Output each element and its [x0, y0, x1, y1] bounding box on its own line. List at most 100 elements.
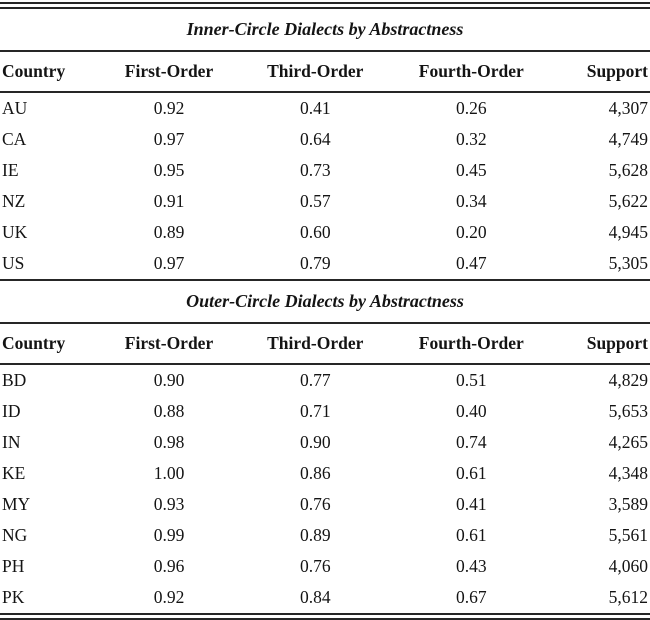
- value-cell: 4,307: [553, 92, 650, 124]
- value-cell: 0.88: [98, 396, 241, 427]
- country-cell: NZ: [0, 186, 98, 217]
- country-cell: PH: [0, 551, 98, 582]
- value-cell: 0.92: [98, 92, 241, 124]
- value-cell: 4,348: [553, 458, 650, 489]
- column-header-support: Support: [553, 51, 650, 92]
- country-cell: UK: [0, 217, 98, 248]
- value-cell: 5,653: [553, 396, 650, 427]
- value-cell: 0.45: [390, 155, 553, 186]
- country-cell: ID: [0, 396, 98, 427]
- value-cell: 0.40: [390, 396, 553, 427]
- inner-circle-table-title: Inner-Circle Dialects by Abstractness: [0, 9, 650, 50]
- column-header-country: Country: [0, 51, 98, 92]
- value-cell: 4,749: [553, 124, 650, 155]
- value-cell: 0.79: [241, 248, 391, 279]
- value-cell: 0.34: [390, 186, 553, 217]
- country-cell: MY: [0, 489, 98, 520]
- value-cell: 0.95: [98, 155, 241, 186]
- country-cell: NG: [0, 520, 98, 551]
- value-cell: 0.51: [390, 364, 553, 396]
- value-cell: 0.84: [241, 582, 391, 613]
- column-header-first-order: First-Order: [98, 51, 241, 92]
- value-cell: 5,628: [553, 155, 650, 186]
- column-header-fourth-order: Fourth-Order: [390, 323, 553, 364]
- value-cell: 0.76: [241, 489, 391, 520]
- country-cell: PK: [0, 582, 98, 613]
- value-cell: 5,612: [553, 582, 650, 613]
- value-cell: 0.77: [241, 364, 391, 396]
- bottom-double-rule: [0, 613, 650, 620]
- column-header-first-order: First-Order: [98, 323, 241, 364]
- value-cell: 0.26: [390, 92, 553, 124]
- column-header-third-order: Third-Order: [241, 51, 391, 92]
- value-cell: 0.90: [241, 427, 391, 458]
- value-cell: 0.92: [98, 582, 241, 613]
- value-cell: 0.71: [241, 396, 391, 427]
- value-cell: 0.76: [241, 551, 391, 582]
- value-cell: 5,622: [553, 186, 650, 217]
- value-cell: 0.41: [241, 92, 391, 124]
- value-cell: 0.32: [390, 124, 553, 155]
- top-double-rule: [0, 2, 650, 9]
- value-cell: 0.86: [241, 458, 391, 489]
- value-cell: 1.00: [98, 458, 241, 489]
- column-header-fourth-order: Fourth-Order: [390, 51, 553, 92]
- value-cell: 0.57: [241, 186, 391, 217]
- country-cell: BD: [0, 364, 98, 396]
- value-cell: 0.90: [98, 364, 241, 396]
- value-cell: 0.96: [98, 551, 241, 582]
- value-cell: 0.99: [98, 520, 241, 551]
- outer-circle-table-section: Outer-Circle Dialects by Abstractness Co…: [0, 281, 650, 620]
- value-cell: 5,305: [553, 248, 650, 279]
- value-cell: 0.74: [390, 427, 553, 458]
- country-cell: KE: [0, 458, 98, 489]
- value-cell: 4,945: [553, 217, 650, 248]
- value-cell: 4,829: [553, 364, 650, 396]
- value-cell: 0.67: [390, 582, 553, 613]
- outer-circle-table-title: Outer-Circle Dialects by Abstractness: [0, 281, 650, 322]
- value-cell: 0.20: [390, 217, 553, 248]
- value-cell: 0.60: [241, 217, 391, 248]
- value-cell: 0.43: [390, 551, 553, 582]
- value-cell: 0.97: [98, 124, 241, 155]
- country-cell: US: [0, 248, 98, 279]
- value-cell: 0.93: [98, 489, 241, 520]
- value-cell: 5,561: [553, 520, 650, 551]
- value-cell: 0.47: [390, 248, 553, 279]
- country-cell: IE: [0, 155, 98, 186]
- value-cell: 0.61: [390, 520, 553, 551]
- value-cell: 0.64: [241, 124, 391, 155]
- column-header-country: Country: [0, 323, 98, 364]
- value-cell: 0.89: [241, 520, 391, 551]
- country-cell: CA: [0, 124, 98, 155]
- value-cell: 0.91: [98, 186, 241, 217]
- value-cell: 0.97: [98, 248, 241, 279]
- value-cell: 0.73: [241, 155, 391, 186]
- value-cell: 0.98: [98, 427, 241, 458]
- inner-circle-table-section: Inner-Circle Dialects by Abstractness Co…: [0, 9, 650, 281]
- country-cell: AU: [0, 92, 98, 124]
- column-header-support: Support: [553, 323, 650, 364]
- value-cell: 0.61: [390, 458, 553, 489]
- value-cell: 4,060: [553, 551, 650, 582]
